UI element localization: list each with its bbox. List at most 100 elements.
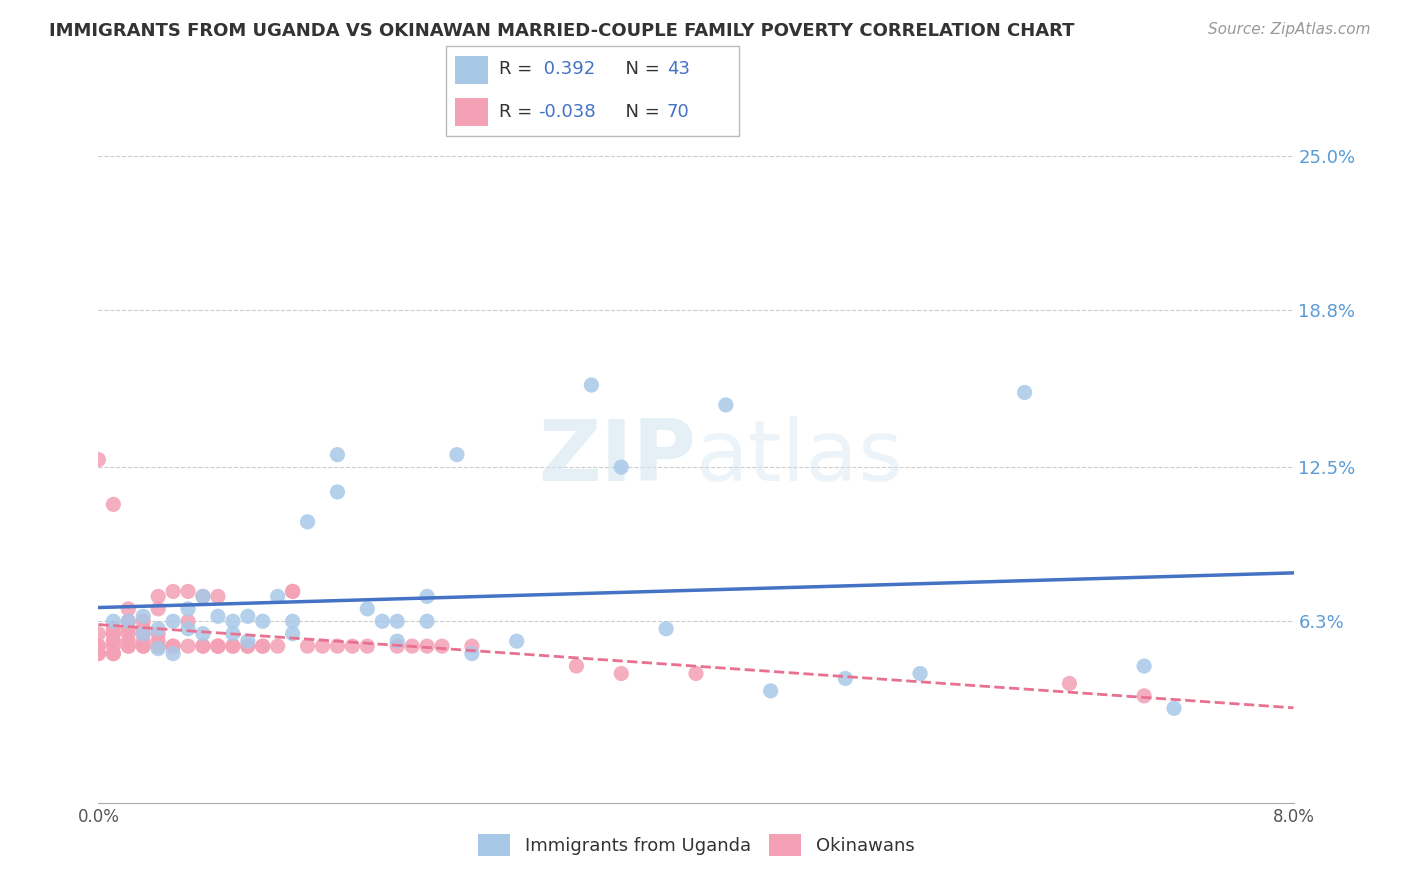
Point [87,639,110,653]
FancyBboxPatch shape [456,98,488,126]
Point [87,639,110,653]
Point [177,602,200,616]
Text: N =: N = [613,103,665,120]
Point [191,626,214,640]
Point [103,634,125,648]
Point [416,614,439,628]
Point [326,448,349,462]
Point [177,622,200,636]
Point [506,634,529,648]
Point [222,639,245,653]
Point [191,590,214,604]
Point [117,614,139,628]
Point [281,584,304,599]
Point [356,639,378,653]
Point [610,666,633,681]
Point [297,639,319,653]
Point [385,614,409,628]
Point [148,590,170,604]
FancyBboxPatch shape [456,56,488,84]
Point [759,684,782,698]
Point [103,647,125,661]
Point [148,626,170,640]
Point [117,639,139,653]
Text: -0.038: -0.038 [538,103,596,120]
Point [267,639,290,653]
Point [207,590,229,604]
Text: 43: 43 [666,61,689,78]
Text: R =: R = [499,103,538,120]
Point [87,647,110,661]
Point [162,614,184,628]
Text: atlas: atlas [696,416,904,499]
Point [132,639,155,653]
Point [461,647,484,661]
Point [430,639,453,653]
Point [385,634,409,648]
Point [281,614,304,628]
Point [132,609,155,624]
Point [401,639,423,653]
Point [87,452,110,467]
Point [148,634,170,648]
Point [356,602,378,616]
Point [132,622,155,636]
Point [207,639,229,653]
Point [162,584,184,599]
Point [132,626,155,640]
Point [371,614,394,628]
Point [1163,701,1185,715]
Point [117,626,139,640]
Point [162,639,184,653]
Point [148,602,170,616]
Point [117,614,139,628]
Point [103,497,125,511]
Point [267,590,290,604]
Point [236,634,259,648]
Point [385,639,409,653]
Point [236,639,259,653]
Legend: Immigrants from Uganda, Okinawans: Immigrants from Uganda, Okinawans [478,834,914,856]
Point [1059,676,1081,690]
Point [326,485,349,500]
Point [1014,385,1036,400]
Point [162,647,184,661]
Point [132,626,155,640]
Point [222,626,245,640]
Point [222,639,245,653]
Point [207,609,229,624]
Point [117,634,139,648]
Point [1133,689,1156,703]
Text: ZIP: ZIP [538,416,696,499]
Point [103,639,125,653]
Point [252,639,274,653]
Point [281,626,304,640]
Text: 0.392: 0.392 [538,61,595,78]
Point [177,614,200,628]
Point [416,590,439,604]
Point [326,639,349,653]
Point [281,584,304,599]
Point [191,590,214,604]
Point [103,647,125,661]
Text: Source: ZipAtlas.com: Source: ZipAtlas.com [1208,22,1371,37]
Point [191,639,214,653]
Point [207,639,229,653]
Point [610,460,633,475]
Point [581,378,603,392]
Point [148,641,170,656]
Text: 70: 70 [666,103,689,120]
Point [565,659,588,673]
Point [148,639,170,653]
Point [1133,659,1156,673]
Point [132,614,155,628]
Text: IMMIGRANTS FROM UGANDA VS OKINAWAN MARRIED-COUPLE FAMILY POVERTY CORRELATION CHA: IMMIGRANTS FROM UGANDA VS OKINAWAN MARRI… [49,22,1074,40]
Point [236,609,259,624]
Point [103,626,125,640]
Point [117,639,139,653]
Point [87,647,110,661]
Point [103,634,125,648]
Point [103,626,125,640]
Point [252,614,274,628]
Point [103,614,125,628]
